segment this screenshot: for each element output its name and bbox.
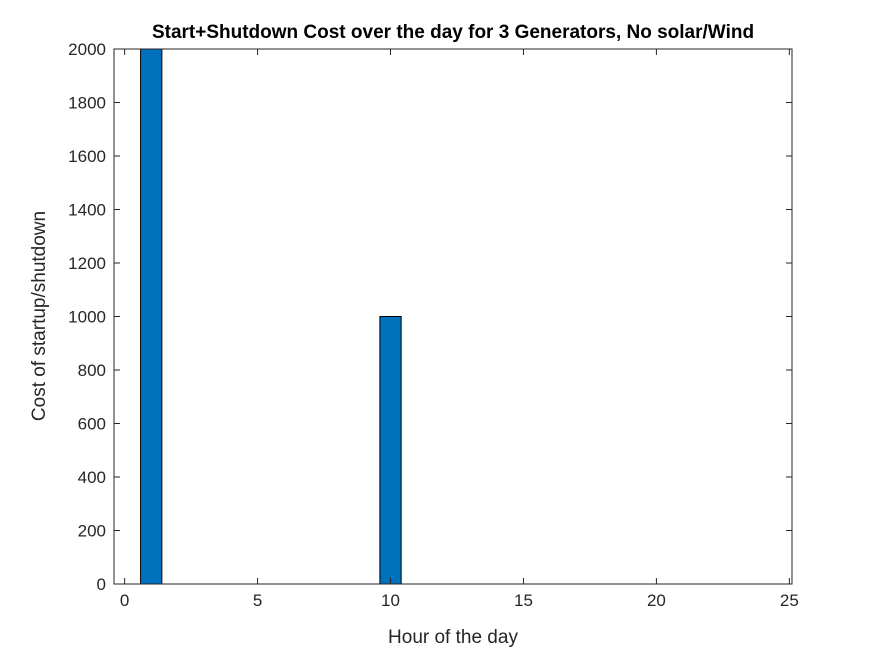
y-tick-label: 400 (78, 468, 106, 487)
y-tick-label: 600 (78, 415, 106, 434)
y-tick-label: 0 (97, 575, 106, 594)
bar (140, 48, 163, 585)
y-tick-label: 2000 (68, 40, 106, 59)
axes-frame (113, 48, 793, 585)
y-tick-label: 1400 (68, 201, 106, 220)
x-axis-ticks: 0 5 10 15 20 25 (120, 49, 799, 610)
x-tick-label: 5 (253, 591, 262, 610)
y-tick-label: 800 (78, 361, 106, 380)
chart-title: Start+Shutdown Cost over the day for 3 G… (152, 22, 754, 43)
y-tick-label: 1200 (68, 254, 106, 273)
x-tick-label: 25 (780, 591, 799, 610)
x-tick-label: 20 (647, 591, 666, 610)
x-tick-label: 10 (381, 591, 400, 610)
y-tick-label: 1000 (68, 308, 106, 327)
bar (379, 316, 402, 585)
x-axis-label: Hour of the day (388, 627, 518, 648)
y-axis-ticks: 0 200 400 600 800 1000 1200 1400 1600 1800 2000 (68, 40, 792, 594)
y-axis-label: Cost of startup/shutdown (29, 211, 50, 421)
y-tick-label: 1600 (68, 147, 106, 166)
bars-layer (140, 48, 402, 585)
y-tick-label: 1800 (68, 94, 106, 113)
x-tick-label: 15 (514, 591, 533, 610)
x-tick-label: 0 (120, 591, 129, 610)
y-tick-label: 200 (78, 522, 106, 541)
